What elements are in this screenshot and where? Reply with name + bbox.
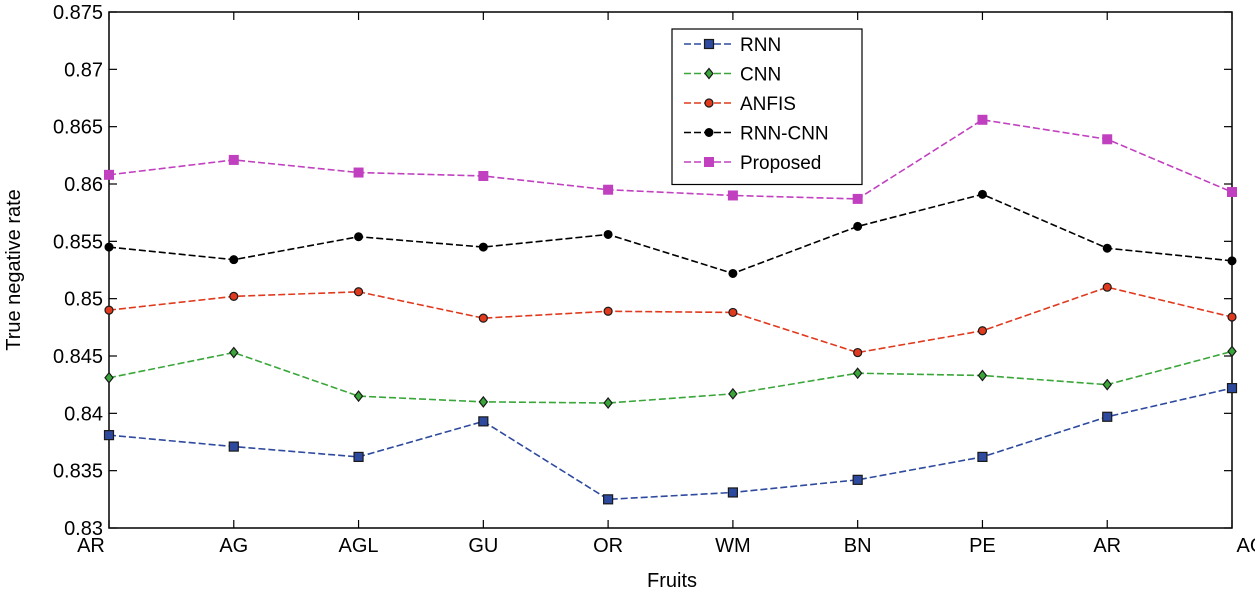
x-tick-label: GU: [468, 535, 498, 557]
data-point-cnn: [1227, 345, 1237, 358]
data-point-rnn: [478, 416, 489, 427]
data-point-rnn: [603, 494, 614, 505]
legend-marker-cnn: [704, 67, 714, 80]
data-point-anfis: [1227, 312, 1237, 322]
data-point-anfis: [853, 347, 863, 358]
series-line-proposed: [108, 118, 1233, 200]
y-tick-label: 0.855: [53, 231, 103, 253]
series-line-cnn: [108, 350, 1233, 404]
x-tick-label: WM: [715, 535, 751, 557]
data-point-rnn-cnn: [853, 221, 863, 231]
legend-marker-rnn-cnn: [704, 128, 714, 137]
data-point-rnn: [727, 487, 738, 498]
x-tick-label: AR: [1093, 535, 1121, 557]
data-point-rnn-cnn: [977, 189, 987, 199]
data-point-rnn-cnn: [354, 232, 364, 242]
x-tick-label: AR: [77, 535, 105, 557]
legend-label-proposed: Proposed: [740, 153, 821, 174]
data-point-rnn-cnn: [478, 242, 488, 252]
data-point-rnn-cnn: [104, 242, 114, 252]
data-point-anfis: [478, 313, 488, 323]
data-point-rnn: [852, 474, 863, 485]
data-point-rnn-cnn: [229, 255, 239, 265]
y-tick-label: 0.84: [64, 403, 103, 425]
data-point-cnn: [1102, 378, 1112, 391]
data-point-rnn: [1102, 411, 1113, 422]
data-point-rnn-cnn: [603, 229, 613, 239]
legend-marker-rnn: [703, 38, 715, 50]
data-point-cnn: [104, 371, 114, 384]
data-point-cnn: [977, 369, 988, 382]
legend-box: [671, 28, 863, 186]
data-point-proposed: [977, 114, 988, 125]
data-point-rnn-cnn: [1102, 243, 1112, 253]
series-line-rnn: [108, 387, 1233, 501]
data-point-anfis: [104, 305, 114, 315]
data-point-anfis: [728, 307, 738, 318]
legend-label-rnn: RNN: [740, 35, 781, 56]
y-tick-label: 0.865: [53, 117, 103, 139]
data-point-cnn: [229, 346, 239, 359]
y-tick-label: 0.845: [53, 346, 103, 368]
data-point-proposed: [727, 190, 738, 201]
y-tick-label: 0.87: [64, 59, 103, 81]
legend-label-rnn-cnn: RNN-CNN: [740, 124, 829, 145]
x-tick-label: AGL: [339, 535, 379, 557]
y-tick-label: 0.835: [53, 461, 103, 483]
series-line-rnn-cnn: [108, 193, 1233, 275]
data-point-cnn: [478, 395, 489, 408]
data-point-rnn: [353, 451, 364, 463]
data-point-rnn-cnn: [728, 268, 738, 278]
y-tick-label: 0.875: [53, 2, 103, 24]
x-tick-label: PE: [969, 535, 996, 557]
x-tick-label: AG: [219, 535, 248, 557]
data-point-anfis: [603, 306, 613, 316]
data-point-rnn-cnn: [1227, 256, 1237, 266]
x-axis-title: Fruits: [647, 570, 697, 592]
data-point-anfis: [229, 291, 239, 301]
data-point-cnn: [852, 367, 863, 380]
series-line-anfis: [108, 286, 1233, 354]
x-tick-label: BN: [844, 535, 872, 557]
data-point-cnn: [603, 397, 613, 409]
legend-label-cnn: CNN: [740, 65, 781, 86]
data-point-anfis: [353, 287, 364, 297]
data-point-rnn: [1226, 383, 1238, 394]
legend-label-anfis: ANFIS: [740, 94, 796, 115]
data-point-proposed: [1102, 134, 1113, 145]
plot-frame: [108, 11, 1233, 529]
data-point-cnn: [728, 387, 738, 400]
legend-marker-anfis: [704, 98, 714, 108]
legend-marker-proposed: [704, 157, 714, 167]
x-tick-label: OR: [593, 535, 623, 557]
data-point-proposed: [104, 169, 114, 180]
y-axis-title: True negative rate: [3, 189, 25, 351]
y-tick-label: 0.83: [64, 518, 103, 540]
data-point-proposed: [852, 193, 863, 204]
data-point-proposed: [478, 170, 489, 181]
data-point-proposed: [1227, 187, 1237, 198]
y-tick-label: 0.86: [64, 174, 103, 196]
data-point-proposed: [228, 154, 239, 165]
data-point-anfis: [977, 326, 988, 336]
data-point-proposed: [353, 167, 364, 178]
data-point-rnn: [228, 441, 239, 452]
data-point-anfis: [1102, 282, 1112, 292]
data-point-cnn: [353, 390, 364, 403]
data-point-proposed: [603, 184, 614, 195]
data-point-rnn: [977, 451, 988, 463]
x-tick-label: AG: [1237, 535, 1255, 557]
data-point-rnn: [103, 430, 115, 441]
y-tick-label: 0.85: [64, 289, 103, 311]
